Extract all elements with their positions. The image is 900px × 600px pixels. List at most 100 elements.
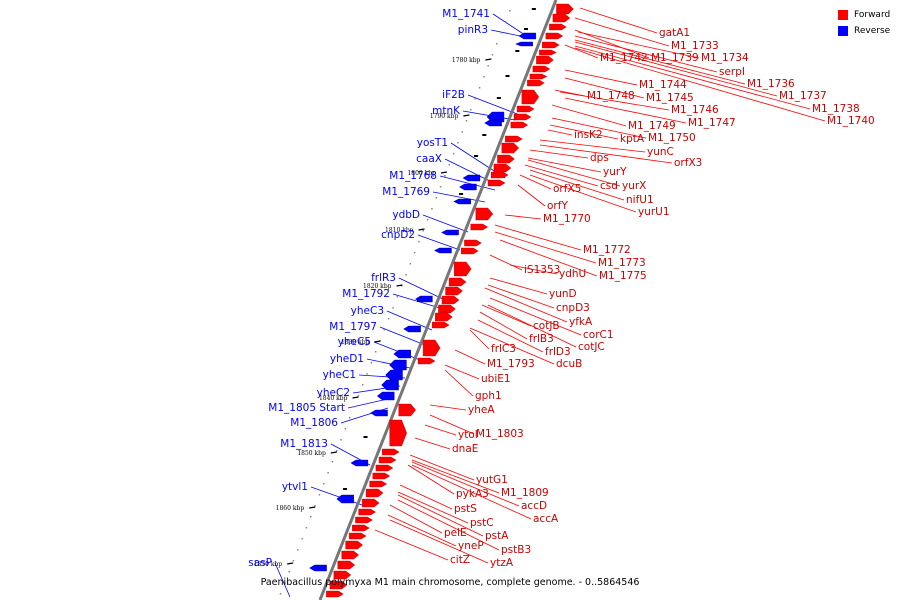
axis-dot [396, 296, 399, 298]
reverse-gene-label: M1_1768 [389, 170, 437, 182]
reverse-gene-label: ydbD [392, 209, 420, 221]
reverse-gene-label: cnpD2 [381, 229, 415, 241]
forward-gene-label: M1_1737 [779, 90, 827, 102]
tick-mark-minor [482, 134, 487, 136]
axis-dot [314, 505, 316, 507]
reverse-gene [389, 359, 407, 371]
forward-leader-line [549, 124, 619, 140]
reverse-gene-label: M1_1806 [290, 417, 338, 429]
reverse-gene-label: yheC3 [351, 305, 384, 317]
forward-gene-label: M1_1803 [476, 428, 524, 440]
forward-gene-label: citZ [450, 554, 470, 566]
forward-gene-label: frlC3 [491, 343, 516, 355]
axis-dot [374, 351, 377, 353]
forward-gene-label: yutG1 [476, 474, 508, 486]
forward-leader-line [517, 184, 546, 207]
forward-gene-label: dnaE [452, 443, 478, 455]
axis-dot [340, 439, 342, 441]
forward-leader-line [489, 297, 582, 336]
label-leader-lines [274, 7, 826, 598]
forward-gene [542, 41, 560, 49]
tick-mark-minor [523, 28, 528, 30]
reverse-leader-line [439, 175, 496, 191]
forward-gene-label: M1_1736 [747, 78, 795, 90]
reverse-gene [484, 119, 502, 127]
axis-dot [292, 560, 295, 562]
tick-label: 1850 kbp [297, 450, 326, 457]
forward-gene-label: pstC [470, 517, 494, 529]
forward-gene-label: M1_1748 [587, 90, 635, 102]
chromosome-backbone [318, 0, 558, 600]
forward-gene [358, 508, 377, 516]
tick-mark-minor [459, 193, 464, 195]
axis-dot [327, 472, 329, 474]
forward-leader-line [539, 144, 673, 164]
forward-gene [382, 448, 400, 456]
forward-gene-label: M1_1733 [671, 40, 719, 52]
tick-mark-minor [363, 436, 368, 438]
forward-gene-label: dcuB [556, 358, 582, 370]
axis-dot [409, 263, 412, 265]
axis-dot [483, 76, 485, 78]
forward-leader-line [574, 29, 650, 59]
axis-dot [370, 362, 373, 364]
forward-gene-label: pstB3 [501, 544, 531, 556]
forward-gene-label: M1_1750 [648, 132, 696, 144]
forward-gene [369, 480, 388, 488]
forward-gene-label: orfY [547, 200, 568, 212]
forward-leader-line [389, 519, 489, 564]
axis-dot [336, 450, 338, 452]
forward-leader-line [509, 264, 558, 275]
tick-mark-minor [343, 488, 348, 490]
forward-gene-label: M1_1747 [688, 117, 736, 129]
tick-label: 1820 kbp [363, 283, 392, 290]
axis-dot [305, 527, 308, 529]
axis-dot [487, 65, 489, 67]
forward-gene-label: M1_1742 [600, 52, 648, 64]
forward-gene [532, 65, 551, 73]
forward-gene [345, 540, 363, 550]
forward-gene [505, 135, 523, 143]
forward-gene [422, 339, 441, 357]
legend-forward: Forward [838, 8, 890, 22]
forward-gene-label: M1_1773 [598, 257, 646, 269]
axis-dot [387, 318, 390, 320]
forward-leader-line [564, 44, 599, 59]
reverse-gene-label: M1_1813 [280, 438, 328, 450]
forward-leader-line [444, 364, 480, 380]
forward-leader-line [574, 39, 746, 85]
forward-leader-line [477, 319, 544, 353]
forward-gene-label: M1_1775 [599, 270, 647, 282]
forward-gene-label: dps [590, 152, 609, 164]
forward-leader-line [551, 117, 647, 139]
reverse-gene-label: caaX [416, 153, 442, 165]
forward-gene-label: gph1 [475, 390, 502, 402]
reverse-gene [459, 183, 477, 191]
forward-gene [510, 121, 529, 129]
forward-gene [326, 590, 344, 598]
tick-mark [418, 228, 425, 231]
axis-dot [426, 219, 429, 221]
axis-dot [413, 252, 416, 254]
legend-reverse-swatch [838, 26, 848, 36]
forward-gene-label: yurY [603, 166, 627, 178]
axis-dot [392, 307, 394, 309]
reverse-gene [350, 459, 369, 467]
forward-gene [470, 223, 489, 231]
forward-gene-label: M1_1793 [487, 358, 535, 370]
forward-leader-line [559, 91, 670, 111]
forward-leader-line [494, 224, 582, 251]
reverse-leader-line [379, 326, 426, 346]
forward-leader-line [579, 7, 658, 34]
forward-gene-label: pelE [444, 527, 467, 539]
axis-dot [439, 186, 442, 188]
axis-dot [405, 274, 407, 276]
forward-gene [475, 207, 494, 221]
axis-dot [348, 417, 351, 419]
forward-leader-line [527, 159, 621, 187]
forward-gene-label: yurX [622, 180, 646, 192]
forward-gene [453, 261, 472, 277]
forward-gene-label: M1_1744 [639, 79, 687, 91]
forward-leader-line [574, 41, 778, 97]
forward-leader-line [407, 464, 455, 495]
